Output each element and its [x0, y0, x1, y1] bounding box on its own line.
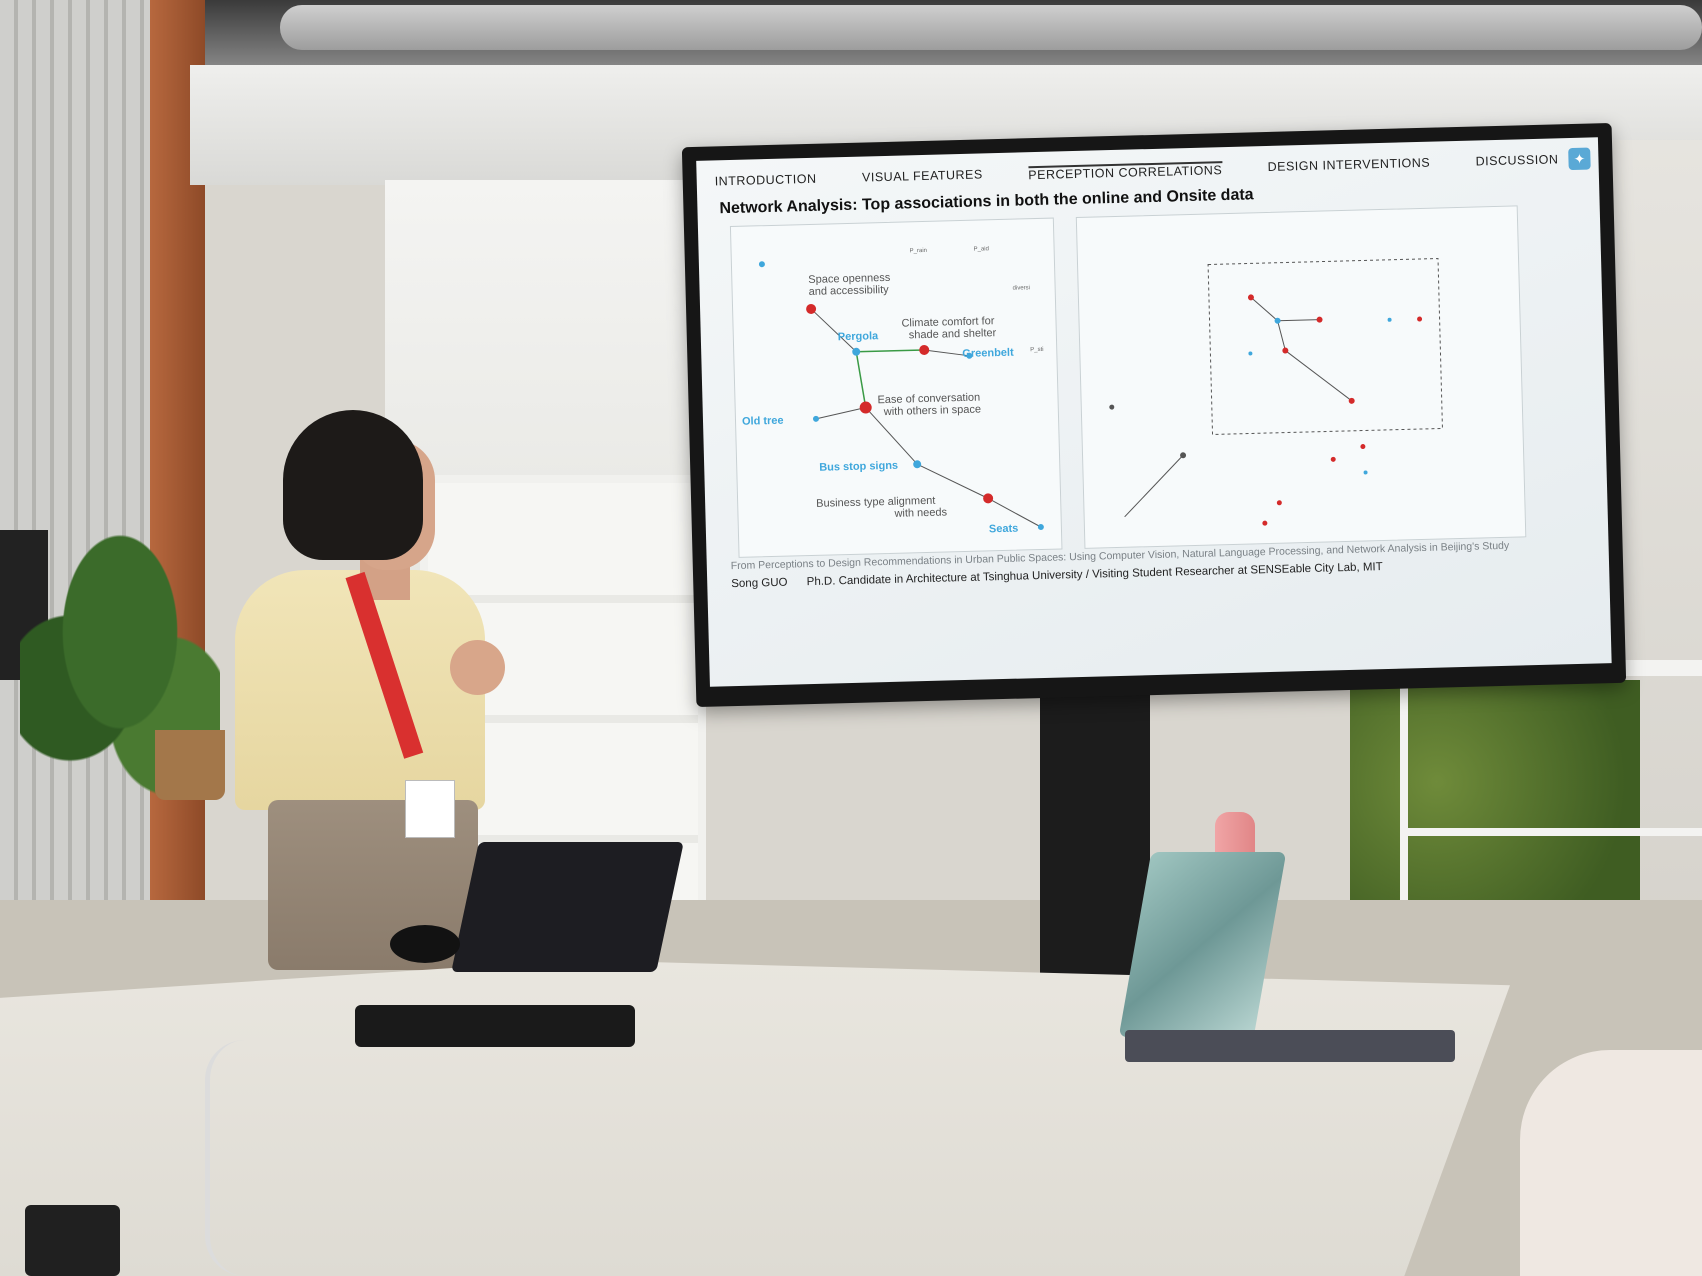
node-red — [1262, 520, 1268, 526]
plant-pot — [155, 730, 225, 800]
nav-introduction: INTRODUCTION — [714, 171, 817, 189]
edge — [916, 463, 989, 499]
node-red — [1348, 397, 1355, 404]
edge — [856, 349, 925, 353]
label-p-aid: P_aid — [974, 246, 990, 252]
author-name: Song GUO — [731, 576, 788, 591]
node-red — [1316, 316, 1323, 323]
nav-visual-features: VISUAL FEATURES — [861, 167, 983, 185]
label-shade-2: shade and shelter — [909, 327, 997, 341]
edge — [815, 407, 866, 420]
charger — [25, 1205, 120, 1276]
presenter-hand — [450, 640, 505, 695]
node-gray — [1109, 404, 1115, 410]
laptop-base — [1125, 1030, 1455, 1062]
label-business-1: Business type alignment — [816, 495, 936, 510]
presenter-hair — [283, 410, 423, 560]
nav-perception-correlations: PERCEPTION CORRELATIONS — [1028, 161, 1223, 183]
label-business-2: with needs — [893, 506, 947, 519]
node-blue — [1274, 317, 1281, 324]
node-bus-stop — [913, 460, 922, 469]
network-left-graph: Space openness and accessibility Climate… — [742, 246, 1044, 536]
label-shade-1: Climate comfort for — [901, 315, 995, 329]
label-conversation-1: Ease of conversation — [877, 392, 980, 407]
meeting-table — [0, 960, 1510, 1276]
tv-display: INTRODUCTION VISUAL FEATURES PERCEPTION … — [681, 122, 1627, 708]
label-pergola: Pergola — [838, 330, 880, 343]
presenter-laptop — [451, 842, 684, 972]
edge — [1285, 350, 1352, 402]
power-strip — [355, 1005, 635, 1047]
edge — [1250, 297, 1278, 322]
legend-area — [1387, 220, 1448, 254]
node-shade — [919, 344, 930, 355]
nav-design-interventions: DESIGN INTERVENTIONS — [1267, 155, 1431, 174]
label-diversi: diversi — [1013, 285, 1030, 291]
node-red — [1330, 456, 1336, 462]
label-openness-2: and accessibility — [809, 284, 890, 298]
node-red — [1360, 444, 1366, 450]
label-openness-1: Space openness — [808, 272, 891, 286]
node-red — [1247, 294, 1254, 301]
label-p-sti: P_sti — [1030, 347, 1043, 353]
slide-nav: INTRODUCTION VISUAL FEATURES PERCEPTION … — [715, 152, 1559, 190]
edge — [987, 497, 1042, 528]
node-red — [1276, 500, 1282, 506]
edge — [1277, 320, 1286, 351]
node-openness — [806, 303, 817, 314]
presentation-slide: INTRODUCTION VISUAL FEATURES PERCEPTION … — [696, 137, 1612, 687]
tv-stand — [1040, 680, 1150, 990]
network-right-panel — [1075, 205, 1527, 549]
edge — [924, 349, 970, 357]
edge — [1124, 454, 1184, 518]
label-p-rain: P_rain — [910, 248, 927, 254]
node-red — [1417, 316, 1423, 322]
label-bus-stop: Bus stop signs — [819, 460, 898, 474]
nav-discussion: DISCUSSION — [1475, 152, 1559, 169]
label-seats: Seats — [989, 523, 1019, 536]
node-blue — [1387, 317, 1392, 322]
node-greenbelt — [966, 352, 973, 359]
edge — [855, 351, 867, 408]
network-right-graph — [1109, 220, 1448, 526]
audience-member-arm — [1520, 1050, 1702, 1276]
node-business — [983, 493, 994, 504]
network-left-panel: Space openness and accessibility Climate… — [729, 217, 1063, 558]
name-badge — [405, 780, 455, 838]
edge — [865, 407, 918, 465]
node-small — [758, 261, 765, 268]
computer-mouse — [390, 925, 460, 963]
label-greenbelt: Greenbelt — [962, 347, 1014, 360]
node-blue — [1248, 351, 1253, 356]
node-blue — [1363, 470, 1368, 475]
lab-logo-icon: ✦ — [1568, 147, 1591, 171]
node-seats — [1037, 523, 1044, 530]
label-conversation-2: with others in space — [883, 404, 981, 419]
node-old-tree — [812, 415, 819, 422]
cable — [205, 1040, 290, 1276]
edge — [1277, 319, 1320, 322]
edge — [810, 308, 857, 353]
node-gray — [1180, 452, 1187, 459]
node-red — [1282, 347, 1289, 354]
ventilation-duct — [280, 5, 1702, 50]
zoom-box — [1207, 257, 1443, 435]
node-pergola — [852, 347, 861, 356]
label-old-tree: Old tree — [742, 415, 784, 428]
node-conversation — [859, 401, 872, 414]
